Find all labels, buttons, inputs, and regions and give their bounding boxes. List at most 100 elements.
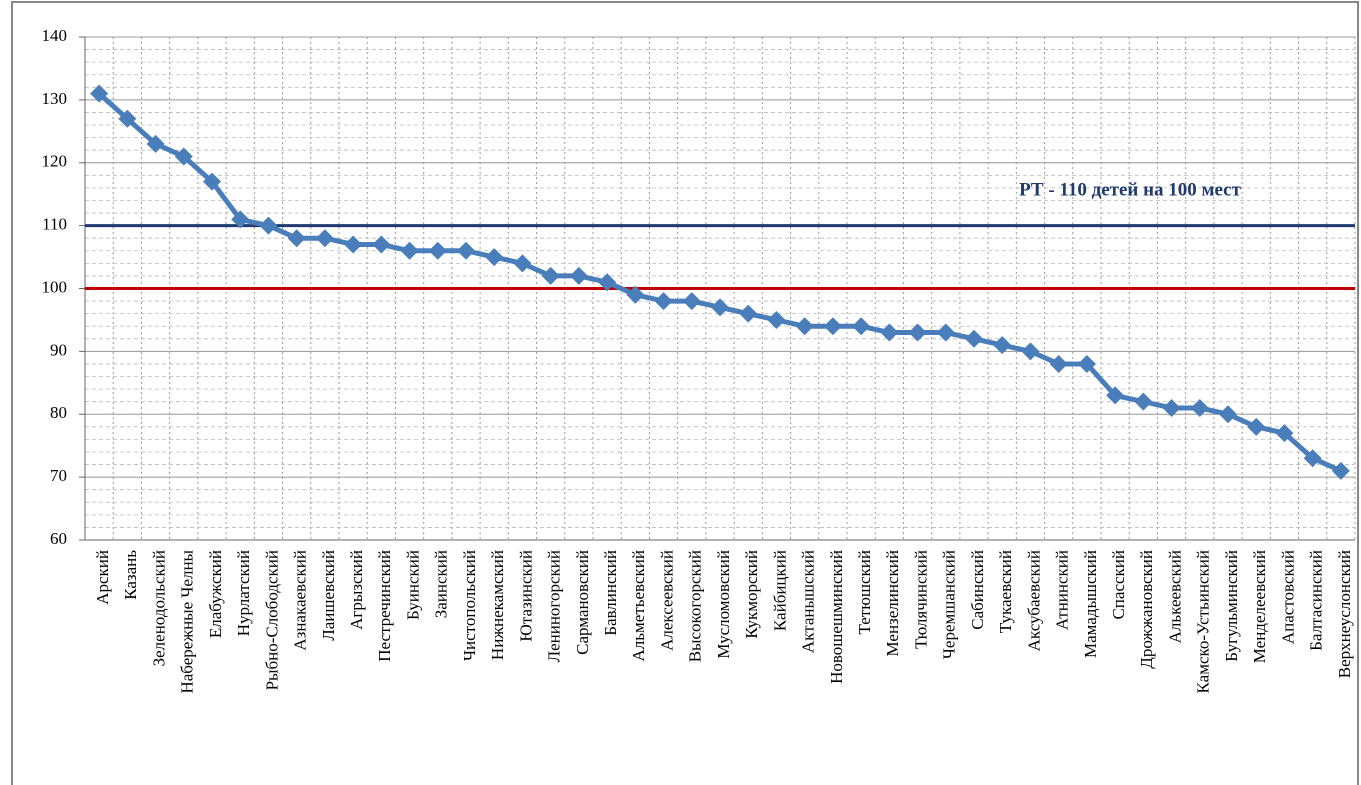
data-point xyxy=(1190,398,1209,417)
data-point xyxy=(880,323,899,342)
data-point xyxy=(739,304,758,323)
x-tick-label: Атнинский xyxy=(1053,550,1072,630)
data-point xyxy=(90,84,109,103)
x-tick-label: Сармановский xyxy=(573,550,592,655)
y-tick-label: 80 xyxy=(50,403,67,422)
x-tick-label: Высокогорский xyxy=(686,550,705,662)
x-tick-label: Верхнеуслонский xyxy=(1335,550,1354,678)
x-tick-label: Заинский xyxy=(432,550,451,618)
y-tick-label: 120 xyxy=(42,152,68,171)
x-tick-label: Ютазинский xyxy=(516,550,535,642)
data-point xyxy=(1303,449,1322,468)
data-point xyxy=(1162,398,1181,417)
data-point xyxy=(344,235,363,254)
x-tick-label: Лениногорский xyxy=(545,550,564,662)
x-tick-label: Мензелинский xyxy=(883,550,902,656)
data-point xyxy=(569,266,588,285)
data-point xyxy=(259,216,278,235)
x-tick-label: Балтасинский xyxy=(1307,550,1326,651)
x-tick-label: Нурлатский xyxy=(234,550,253,636)
data-point xyxy=(1134,392,1153,411)
data-point xyxy=(287,229,306,248)
x-tick-label: Новошешминский xyxy=(827,550,846,684)
data-point xyxy=(598,273,617,292)
x-tick-label: Арский xyxy=(93,550,112,605)
x-tick-label: Апастовский xyxy=(1278,550,1297,644)
x-tick-label: Тюлячинский xyxy=(911,550,930,649)
data-point xyxy=(118,109,137,128)
y-tick-label: 60 xyxy=(50,529,67,548)
data-point xyxy=(428,241,447,260)
chart-frame xyxy=(11,1,1359,785)
x-tick-label: Азнакаевский xyxy=(291,550,310,651)
data-point xyxy=(513,254,532,273)
x-tick-label: Мамадышский xyxy=(1081,550,1100,658)
data-point xyxy=(823,317,842,336)
x-tick-label: Буинский xyxy=(403,550,422,620)
data-point xyxy=(936,323,955,342)
data-point xyxy=(1247,417,1266,436)
x-tick-label: Нижнекамский xyxy=(488,550,507,660)
data-point xyxy=(993,336,1012,355)
y-tick-label: 130 xyxy=(42,89,68,108)
x-tick-label: Казань xyxy=(121,550,140,600)
x-tick-label: Дрожжановский xyxy=(1137,550,1156,669)
x-tick-label: Черемшанский xyxy=(940,550,959,659)
x-tick-label: Тукаевский xyxy=(996,550,1015,633)
data-point xyxy=(231,210,250,229)
data-point xyxy=(1106,386,1125,405)
x-tick-label: Кайбицкий xyxy=(770,550,789,631)
data-point xyxy=(654,292,673,311)
x-tick-label: Альметьевский xyxy=(629,550,648,661)
x-tick-label: Набережные Челны xyxy=(178,549,197,693)
y-tick-label: 70 xyxy=(50,466,67,485)
data-point xyxy=(711,298,729,317)
y-tick-label: 90 xyxy=(50,340,67,359)
data-point xyxy=(908,323,927,342)
x-tick-label: Актанышский xyxy=(799,550,818,653)
y-tick-label: 140 xyxy=(42,26,68,45)
annotation: РТ - 110 детей на 100 мест xyxy=(1019,179,1242,200)
data-point xyxy=(1049,354,1068,373)
x-tick-label: Спасский xyxy=(1109,550,1128,620)
data-point xyxy=(372,235,391,254)
x-tick-label: Сабинский xyxy=(968,550,987,630)
data-point xyxy=(485,248,504,267)
x-tick-label: Алькеевский xyxy=(1165,550,1184,643)
data-point xyxy=(203,172,221,191)
data-point xyxy=(174,147,193,166)
data-point xyxy=(1021,342,1040,361)
x-tick-label: Чистопольский xyxy=(460,550,479,661)
data-point xyxy=(315,229,334,248)
x-tick-label: Тетюшский xyxy=(855,550,874,635)
x-tick-label: Елабужский xyxy=(206,550,225,638)
data-point xyxy=(541,266,560,285)
data-point xyxy=(146,134,165,153)
data-point xyxy=(965,329,983,348)
data-point xyxy=(682,292,701,311)
x-tick-label: Менделеевский xyxy=(1250,550,1269,663)
x-tick-label: Лаишевский xyxy=(319,550,338,641)
data-point xyxy=(767,310,786,329)
data-point xyxy=(795,317,814,336)
data-point xyxy=(1219,405,1237,424)
data-point xyxy=(626,285,645,304)
y-tick-label: 100 xyxy=(42,277,68,296)
data-point xyxy=(852,317,871,336)
x-tick-label: Камско-Устьинский xyxy=(1194,550,1213,693)
x-tick-label: Зеленодольский xyxy=(149,550,168,666)
x-tick-label: Аксубаевский xyxy=(1024,550,1043,651)
data-point xyxy=(400,241,419,260)
data-point xyxy=(1077,354,1096,373)
x-tick-label: Кукморский xyxy=(742,550,761,639)
data-point xyxy=(1331,461,1350,480)
x-tick-label: Бавлинский xyxy=(601,550,620,636)
data-point xyxy=(457,241,475,260)
y-tick-label: 110 xyxy=(42,215,67,234)
data-point xyxy=(1275,424,1294,443)
x-tick-label: Рыбно-Слободский xyxy=(262,550,281,690)
x-tick-label: Бугульминский xyxy=(1222,550,1241,662)
x-tick-label: Мусломовский xyxy=(714,550,733,659)
x-tick-label: Агрызский xyxy=(347,550,366,630)
